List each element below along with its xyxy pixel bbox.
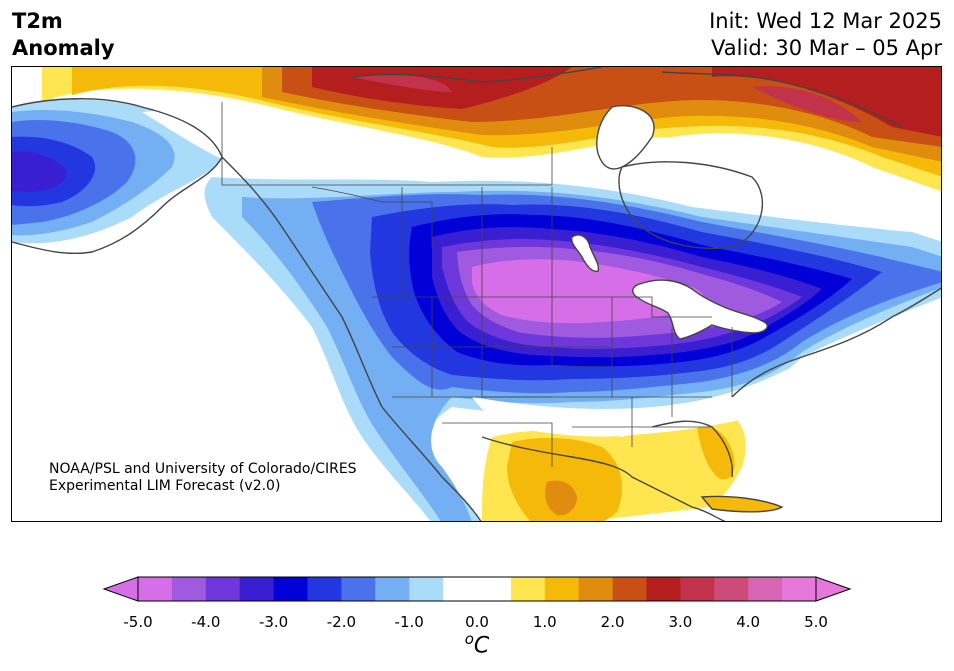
colorbar-segment: [138, 577, 173, 601]
shade-warm-cuba-yellow: [702, 496, 782, 512]
shade-warm-northeast-red: [712, 67, 941, 137]
great-lakes-white: [632, 280, 768, 339]
colorbar-segment: [680, 577, 715, 601]
colorbar-segment: [205, 577, 241, 601]
shade-cold-alaska-navy: [12, 151, 67, 192]
map-frame: [11, 66, 942, 522]
colorbar-segment: [714, 577, 749, 601]
colorbar-tick-label: 3.0: [668, 613, 693, 631]
shade-warm-south-orange: [507, 437, 622, 521]
shade-cold-central-magenta: [472, 259, 703, 324]
colorbar-segment: [646, 577, 681, 601]
colorbar-segment: [510, 577, 546, 601]
colorbar-extend-max: [815, 576, 852, 602]
colorbar: -5.0 -4.0 -3.0 -2.0 -1.0 0.0 1.0 2.0 3.0 4.0 5.0 o…: [0, 570, 954, 670]
valid-range: Valid: 30 Mar – 05 Apr: [711, 36, 942, 60]
colorbar-segment: [171, 577, 207, 601]
shade-warm-south-darkorange: [545, 480, 577, 516]
shade-neutral-yukon: [142, 111, 372, 178]
colorbar-tick-label: 5.0: [804, 613, 828, 631]
init-date: Init: Wed 12 Mar 2025: [709, 9, 942, 33]
colorbar-segment: [578, 577, 614, 601]
colorbar-tick-label: 1.0: [532, 613, 557, 631]
anomaly-map: [12, 67, 941, 521]
political-borders: [221, 102, 733, 467]
colorbar-extend-min: [102, 576, 139, 602]
shade-warm-north-crimson: [352, 75, 452, 92]
credit-line2: Experimental LIM Forecast (v2.0): [49, 478, 281, 494]
colorbar-tick-label: 0.0: [465, 613, 489, 631]
map-title: T2m Anomaly: [12, 8, 115, 62]
colorbar-segments: [138, 577, 817, 601]
colorbar-segment: [443, 577, 478, 601]
credit-line1: NOAA/PSL and University of Colorado/CIRE…: [49, 461, 357, 477]
colorbar-tick-label: 2.0: [600, 613, 625, 631]
colorbar-segment: [782, 577, 817, 601]
shade-neutral-south-us: [472, 367, 792, 437]
arctic-ocean-white: [596, 105, 654, 169]
shade-warm-northeast-crimson: [752, 86, 862, 122]
colorbar-svg: [102, 576, 852, 602]
title-variable-line2: Anomaly: [12, 36, 115, 60]
colorbar-segment: [612, 577, 647, 601]
colorbar-segment: [375, 577, 410, 601]
unit-letter: C: [473, 633, 490, 659]
colorbar-tick-label: -5.0: [123, 613, 153, 631]
colorbar-segment: [544, 577, 580, 601]
colorbar-segment: [341, 577, 376, 601]
credit-text: NOAA/PSL and University of Colorado/CIRE…: [49, 461, 357, 495]
colorbar-segment: [748, 577, 783, 601]
forecast-dates: Init: Wed 12 Mar 2025 Valid: 30 Mar – 05…: [709, 8, 942, 62]
title-variable-line1: T2m: [12, 9, 63, 33]
colorbar-segment: [273, 577, 308, 601]
colorbar-tick-label: -1.0: [394, 613, 424, 631]
lake-winnipeg-white: [571, 235, 599, 272]
colorbar-tick-label: -2.0: [326, 613, 357, 631]
colorbar-tick-label: -4.0: [191, 613, 221, 631]
colorbar-segment: [477, 577, 512, 601]
colorbar-tick-label: -3.0: [258, 613, 289, 631]
colorbar-unit: oC: [447, 630, 507, 658]
colorbar-segment: [307, 577, 342, 601]
colorbar-segment: [239, 577, 275, 601]
shade-warm-florida-orange: [697, 426, 735, 480]
colorbar-outline: [137, 576, 817, 602]
unit-superscript: o: [464, 630, 474, 648]
colorbar-segment: [409, 577, 444, 601]
colorbar-tick-label: 4.0: [736, 613, 761, 631]
